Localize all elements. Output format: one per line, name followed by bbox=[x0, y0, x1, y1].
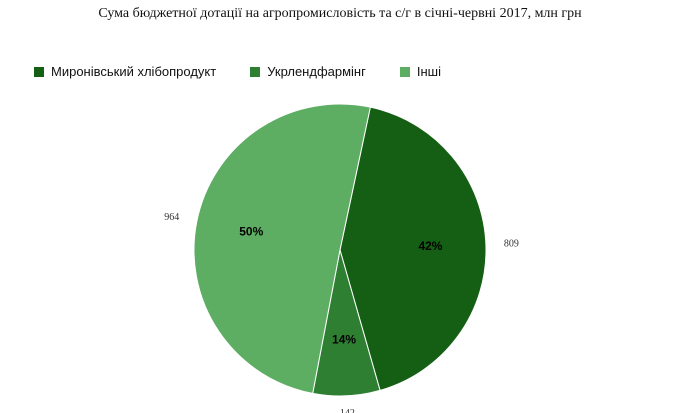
legend-swatch-others bbox=[399, 66, 410, 77]
legend: Миронівський хлібопродукт Укрлендфармінг… bbox=[34, 64, 475, 79]
legend-item-myronivskyi[interactable]: Миронівський хлібопродукт bbox=[34, 64, 216, 79]
legend-label-others: Інші bbox=[416, 64, 441, 79]
value-label-2: 964 bbox=[164, 212, 179, 223]
legend-label-ukrlandfarming: Укрлендфармінг bbox=[267, 64, 366, 79]
percent-label-1: 14% bbox=[332, 333, 356, 347]
legend-label-myronivskyi: Миронівський хлібопродукт bbox=[51, 64, 217, 79]
percent-label-2: 50% bbox=[239, 224, 263, 238]
value-label-1: 142 bbox=[340, 408, 355, 413]
legend-item-others[interactable]: Інші bbox=[399, 64, 441, 79]
legend-swatch-ukrlandfarming bbox=[250, 66, 261, 77]
percent-label-0: 42% bbox=[418, 239, 442, 253]
pie-slice-0[interactable] bbox=[339, 106, 487, 392]
legend-swatch-myronivskyi bbox=[34, 66, 44, 77]
legend-item-ukrlandfarming[interactable]: Укрлендфармінг bbox=[250, 64, 366, 79]
value-label-0: 809 bbox=[504, 239, 519, 250]
pie-slice-2[interactable] bbox=[193, 103, 371, 395]
chart-title: Сума бюджетної дотації на агропромислові… bbox=[98, 6, 582, 21]
